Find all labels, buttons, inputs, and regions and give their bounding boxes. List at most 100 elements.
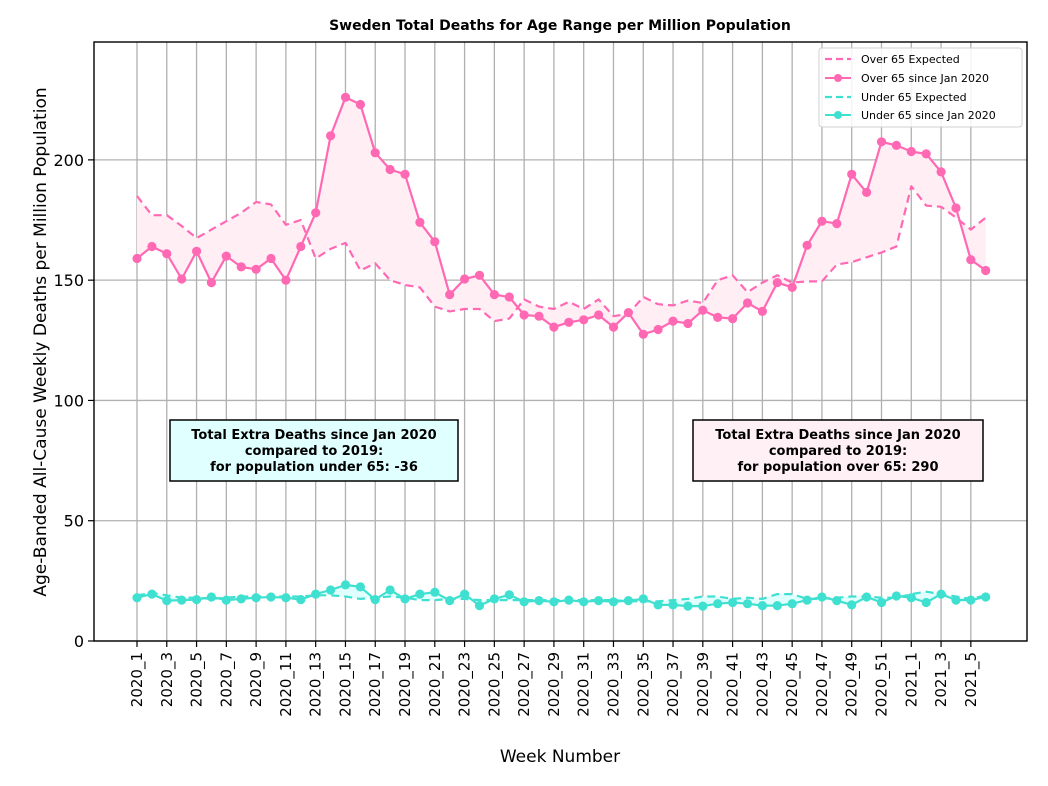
x-tick-label: 2020_15: [336, 652, 355, 717]
annotation-over-65-line-1: Total Extra Deaths since Jan 2020: [715, 428, 960, 443]
data-point-under-65-since-jan-2020: [549, 597, 559, 607]
data-point-under-65-since-jan-2020: [921, 597, 931, 608]
data-point-over-65-since-jan-2020: [936, 167, 946, 177]
annotation-over-65-line-2: compared to 2019:: [769, 444, 907, 459]
plot-frame: [93, 41, 1028, 642]
data-point-over-65-since-jan-2020: [206, 278, 216, 288]
legend-label: Over 65 since Jan 2020: [861, 72, 989, 85]
x-tick-label: 2021_3: [932, 652, 951, 707]
data-point-under-65-since-jan-2020: [966, 595, 976, 605]
data-point-under-65-since-jan-2020: [415, 589, 425, 599]
data-point-over-65-since-jan-2020: [445, 290, 455, 300]
x-tick-label: 2020_35: [634, 652, 653, 717]
x-tick-label: 2020_19: [396, 652, 415, 717]
x-tick-label: 2020_29: [545, 652, 564, 717]
data-point-under-65-since-jan-2020: [623, 596, 634, 606]
annotation-under-65-box: [169, 419, 459, 482]
data-point-over-65-since-jan-2020: [504, 292, 514, 302]
data-point-under-65-since-jan-2020: [355, 582, 365, 592]
legend-swatch-marker-turquoise: [834, 111, 842, 119]
grid: [94, 42, 1027, 642]
x-tick-label: 2020_43: [753, 652, 772, 717]
legend: Over 65 Expected Over 65 since Jan 2020 …: [818, 47, 1023, 128]
data-point-over-65-since-jan-2020: [474, 270, 485, 280]
data-point-under-65-since-jan-2020: [430, 587, 440, 597]
legend-entry-over-65-expected: Over 65 Expected: [825, 53, 960, 66]
data-point-over-65-since-jan-2020: [296, 241, 306, 252]
data-point-under-65-since-jan-2020: [326, 585, 336, 595]
annotation-under-65-line-3: for population under 65: -36: [210, 460, 418, 475]
fill-under-65: [137, 584, 986, 607]
annotation-over-65-line-3: for population over 65: 290: [737, 460, 938, 475]
legend-label: Under 65 Expected: [861, 91, 967, 104]
x-tick-label: 2020_25: [485, 652, 504, 717]
data-point-over-65-since-jan-2020: [981, 265, 991, 276]
data-point-under-65-since-jan-2020: [192, 595, 202, 605]
data-point-over-65-since-jan-2020: [415, 217, 425, 227]
x-tick-label: 2020_7: [217, 652, 236, 707]
legend-box: [818, 47, 1023, 128]
x-tick-label: 2020_39: [694, 652, 713, 717]
fill-areas: [137, 97, 986, 607]
data-point-over-65-since-jan-2020: [623, 308, 634, 318]
data-point-over-65-since-jan-2020: [519, 310, 529, 320]
data-point-under-65-since-jan-2020: [802, 595, 812, 605]
data-point-over-65-since-jan-2020: [430, 237, 440, 247]
legend-label: Under 65 since Jan 2020: [861, 109, 996, 122]
data-point-over-65-since-jan-2020: [594, 310, 604, 320]
data-point-under-65-since-jan-2020: [385, 585, 395, 595]
x-tick-label: 2020_3: [158, 652, 177, 707]
data-point-under-65-since-jan-2020: [936, 589, 946, 599]
series-line-over-65-expected: [136, 185, 987, 323]
data-point-over-65-since-jan-2020: [400, 169, 410, 179]
data-point-under-65-since-jan-2020: [608, 597, 619, 607]
data-point-over-65-since-jan-2020: [787, 282, 797, 292]
data-point-over-65-since-jan-2020: [713, 312, 723, 322]
data-point-under-65-since-jan-2020: [579, 597, 589, 607]
series-markers: [132, 92, 991, 611]
data-point-over-65-since-jan-2020: [251, 264, 261, 274]
data-point-under-65-since-jan-2020: [251, 593, 261, 603]
data-point-under-65-since-jan-2020: [445, 596, 455, 606]
annotation-under-65-line-1: Total Extra Deaths since Jan 2020: [191, 428, 436, 443]
data-point-over-65-since-jan-2020: [221, 251, 231, 261]
legend-entry-under-65-expected: Under 65 Expected: [825, 91, 967, 104]
data-point-under-65-since-jan-2020: [311, 589, 321, 599]
data-point-over-65-since-jan-2020: [311, 208, 321, 218]
data-point-under-65-since-jan-2020: [862, 592, 872, 602]
data-point-under-65-since-jan-2020: [638, 594, 648, 604]
data-point-over-65-since-jan-2020: [385, 164, 395, 175]
data-point-under-65-since-jan-2020: [981, 592, 991, 602]
data-point-under-65-since-jan-2020: [564, 595, 574, 605]
y-tick-label: 150: [53, 271, 84, 290]
data-point-over-65-since-jan-2020: [891, 140, 902, 150]
annotation-over-65: Total Extra Deaths since Jan 2020 compar…: [692, 419, 984, 482]
data-point-over-65-since-jan-2020: [579, 315, 589, 325]
data-point-over-65-since-jan-2020: [638, 329, 648, 339]
x-tick-label: 2020_17: [366, 652, 385, 717]
data-point-over-65-since-jan-2020: [906, 146, 916, 157]
data-point-over-65-since-jan-2020: [534, 311, 544, 321]
data-point-under-65-since-jan-2020: [519, 597, 529, 607]
data-point-under-65-since-jan-2020: [906, 593, 916, 603]
legend-label: Over 65 Expected: [861, 53, 960, 66]
legend-swatch-marker-pink: [834, 74, 842, 82]
data-point-over-65-since-jan-2020: [162, 249, 172, 259]
data-point-under-65-since-jan-2020: [728, 597, 738, 608]
data-point-over-65-since-jan-2020: [966, 255, 976, 265]
data-point-over-65-since-jan-2020: [862, 187, 872, 197]
data-point-over-65-since-jan-2020: [326, 131, 336, 141]
x-tick-label: 2020_21: [426, 652, 445, 717]
data-point-over-65-since-jan-2020: [757, 306, 768, 316]
data-point-under-65-since-jan-2020: [400, 594, 410, 604]
data-point-under-65-since-jan-2020: [460, 589, 470, 599]
data-point-over-65-since-jan-2020: [192, 246, 202, 256]
data-point-over-65-since-jan-2020: [564, 317, 574, 327]
y-tick-label: 100: [53, 391, 84, 410]
x-tick-label: 2020_1: [128, 652, 147, 707]
legend-entry-under-65-actual: Under 65 since Jan 2020: [825, 109, 996, 122]
data-point-under-65-since-jan-2020: [236, 594, 246, 604]
data-point-under-65-since-jan-2020: [489, 594, 499, 604]
data-point-over-65-since-jan-2020: [802, 240, 812, 250]
